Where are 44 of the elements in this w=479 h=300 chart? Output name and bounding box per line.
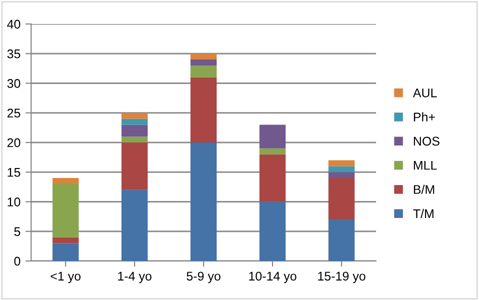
bar xyxy=(121,142,148,190)
bar xyxy=(328,160,355,166)
x-tick-label: 15-19 yo xyxy=(318,272,366,284)
bar xyxy=(259,124,286,148)
bar xyxy=(190,54,217,60)
bar xyxy=(328,172,355,178)
x-tick-label: 5-9 yo xyxy=(186,272,220,284)
y-tick-label: 0 xyxy=(14,256,20,266)
y-tick-label: 5 xyxy=(14,227,20,236)
bar xyxy=(52,237,79,244)
bar xyxy=(328,166,355,172)
legend-label: B/M xyxy=(414,184,434,194)
y-tick-label: 20 xyxy=(7,138,20,148)
bar xyxy=(190,142,217,261)
bar xyxy=(121,112,148,119)
bar xyxy=(328,178,355,220)
bar xyxy=(121,124,148,137)
y-tick-label: 15 xyxy=(8,168,20,177)
bar xyxy=(52,243,79,261)
bar xyxy=(190,65,217,78)
bar xyxy=(52,184,79,238)
legend-label: T/M xyxy=(413,208,434,218)
bar xyxy=(190,77,217,142)
y-tick-label: 25 xyxy=(7,108,20,118)
x-tick-label: <1 yo xyxy=(50,272,81,284)
bar xyxy=(121,118,148,125)
x-tick-label: 10-14 yo xyxy=(249,272,296,284)
bar xyxy=(259,202,286,261)
bar xyxy=(259,154,286,202)
legend-label: MLL xyxy=(414,161,437,170)
y-tick-label: 30 xyxy=(7,79,20,88)
y-tick-label: 40 xyxy=(7,20,20,29)
y-tick-label: 35 xyxy=(7,49,20,58)
bar xyxy=(190,60,217,66)
y-tick-label: 10 xyxy=(8,198,20,206)
bar xyxy=(259,148,286,154)
bar xyxy=(121,190,148,261)
x-tick-label: 1-4 yo xyxy=(118,272,152,284)
legend-label: NOS xyxy=(414,136,440,146)
legend-label: AUL xyxy=(412,88,437,98)
bar xyxy=(121,136,148,142)
bar xyxy=(52,178,79,184)
bar xyxy=(328,220,355,261)
legend-label: Ph+ xyxy=(414,112,435,122)
